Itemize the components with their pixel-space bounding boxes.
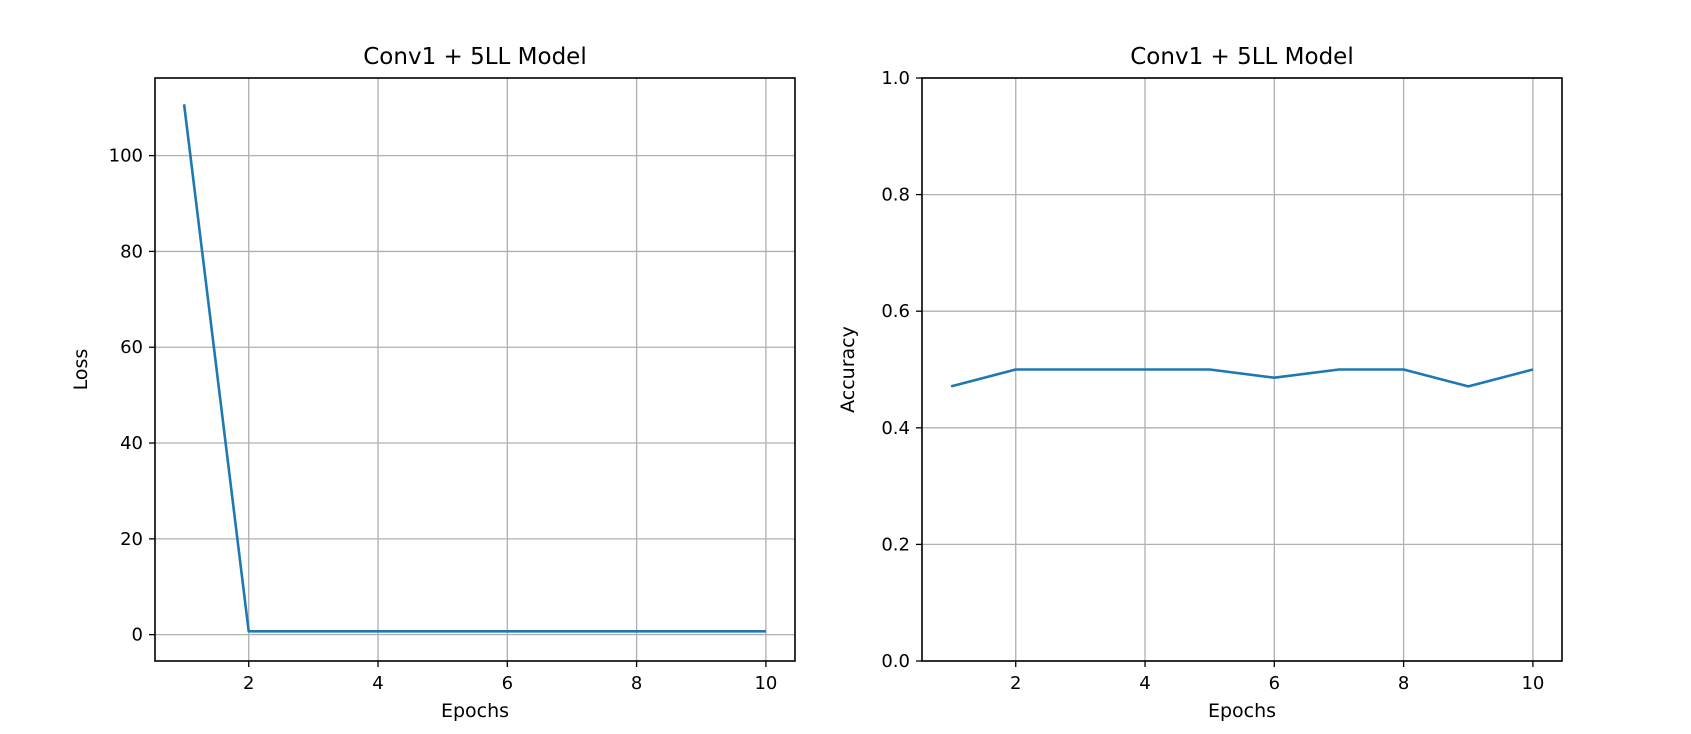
accuracy-x-tick-label: 8 [1398,673,1409,694]
loss-gridlines [155,78,795,661]
accuracy-x-tick-label: 2 [1010,673,1021,694]
loss-x-axis-label: Epochs [441,700,509,722]
accuracy-ticks: 2 4 6 8 10 0.0 0.2 0.4 0.6 0.8 1.0 [881,68,1544,694]
loss-y-tick-label: 80 [120,241,143,262]
accuracy-x-tick-label: 6 [1269,673,1280,694]
accuracy-y-axis-label: Accuracy [837,326,859,413]
loss-y-axis-label: Loss [70,349,92,391]
loss-x-tick-label: 10 [754,673,777,694]
accuracy-chart-title: Conv1 + 5LL Model [1130,44,1353,70]
accuracy-chart: 2 4 6 8 10 0.0 0.2 0.4 0.6 0.8 1.0 Conv1 + 5LL Mod… [837,44,1563,722]
loss-x-tick-label: 6 [502,673,513,694]
loss-y-tick-label: 20 [120,529,143,550]
loss-x-tick-label: 4 [372,673,383,694]
accuracy-y-tick-label: 1.0 [881,68,910,89]
loss-series-line [182,104,766,633]
loss-x-tick-label: 2 [243,673,254,694]
accuracy-x-tick-label: 4 [1139,673,1150,694]
accuracy-y-tick-label: 0.4 [881,418,910,439]
accuracy-series-line [950,368,1534,388]
loss-y-tick-label: 60 [120,337,143,358]
loss-y-tick-label: 0 [132,625,143,646]
accuracy-axes-frame [921,77,1563,662]
accuracy-y-tick-label: 0.0 [881,651,910,672]
accuracy-y-tick-label: 0.8 [881,185,910,206]
accuracy-x-tick-label: 10 [1521,673,1544,694]
loss-y-tick-label: 40 [120,433,143,454]
loss-chart-title: Conv1 + 5LL Model [363,44,586,70]
loss-axes-frame [154,77,796,662]
accuracy-x-axis-label: Epochs [1208,700,1276,722]
accuracy-y-tick-label: 0.6 [881,301,910,322]
loss-series [182,104,766,633]
accuracy-y-tick-label: 0.2 [881,534,910,555]
loss-x-tick-label: 8 [631,673,642,694]
loss-y-tick-label: 100 [109,146,143,167]
accuracy-series [950,368,1534,388]
